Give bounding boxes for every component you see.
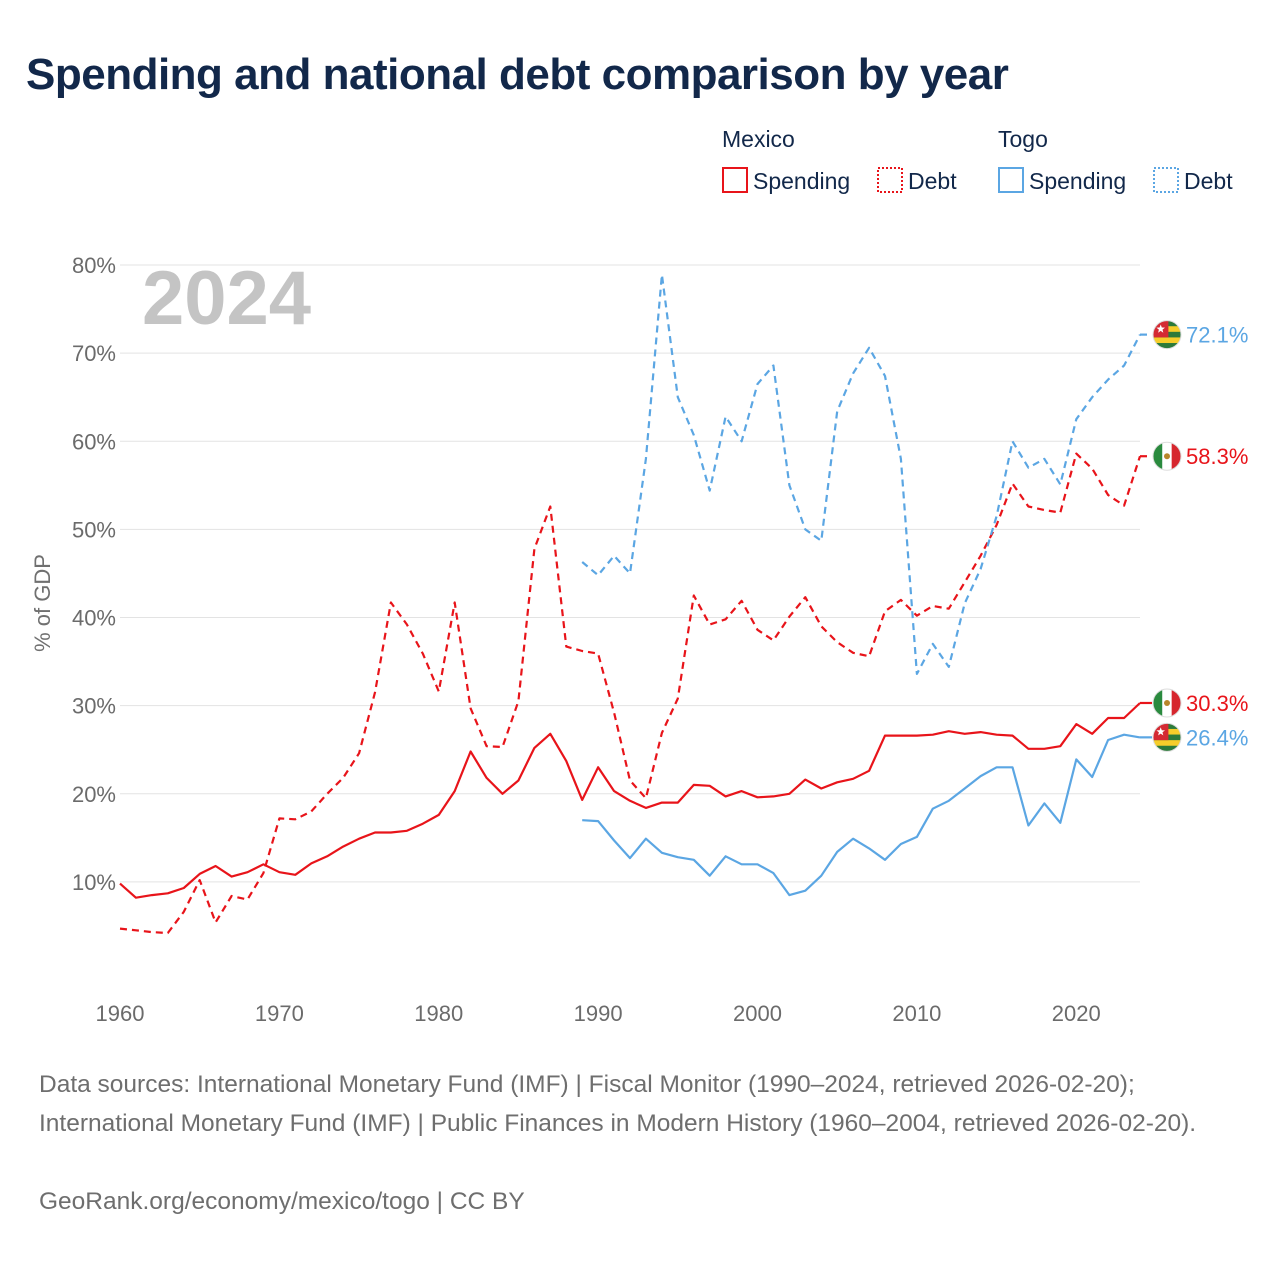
axes: 10% 20% 30% 40% 50% 60% 70% 80% 1960 1970 1980 1990… [72, 253, 1101, 1026]
x-tick-label: 1990 [574, 1001, 623, 1026]
year-watermark: 2024 [142, 256, 311, 341]
x-tick-label: 1980 [414, 1001, 463, 1026]
end-value-label: 58.3% [1186, 444, 1248, 469]
legend-swatch-spending[interactable] [722, 167, 748, 193]
y-tick-label: 40% [72, 606, 116, 631]
togo-debt-line [581, 273, 1141, 676]
togo-flag-icon [1152, 722, 1182, 752]
mexico-spending-line [119, 702, 1141, 899]
y-tick-label: 30% [72, 694, 116, 719]
y-tick-label: 60% [72, 429, 116, 454]
legend-label-spending[interactable]: Spending [753, 168, 850, 194]
legend: Mexico Spending Debt Togo Spending Debt [722, 126, 1233, 194]
legend-swatch-debt[interactable] [1153, 167, 1179, 193]
y-tick-label: 10% [72, 870, 116, 895]
legend-label-debt[interactable]: Debt [1184, 168, 1233, 194]
end-labels: 72.1% 58.3% 30.3% 26.4% [1140, 320, 1248, 752]
legend-label-spending[interactable]: Spending [1029, 168, 1126, 194]
credit-link[interactable]: GeoRank.org/economy/mexico/togo | CC BY [39, 1188, 525, 1215]
mexico-flag-icon [1152, 441, 1182, 471]
x-tick-label: 2010 [892, 1001, 941, 1026]
mexico-debt-line [119, 452, 1142, 935]
data-sources-note: Data sources: International Monetary Fun… [39, 1071, 1197, 1137]
series-lines [119, 273, 1142, 935]
x-tick-label: 2000 [733, 1001, 782, 1026]
togo-spending-line [582, 733, 1141, 897]
legend-swatch-debt[interactable] [877, 167, 903, 193]
chart: 10% 20% 30% 40% 50% 60% 70% 80% 1960 1970 1980 1990… [30, 126, 1248, 1026]
chart-title: Spending and national debt comparison by… [26, 50, 1009, 99]
x-tick-label: 1970 [255, 1001, 304, 1026]
x-tick-label: 1960 [96, 1001, 145, 1026]
togo-flag-icon [1152, 320, 1182, 350]
legend-swatch-spending[interactable] [998, 167, 1024, 193]
y-tick-label: 70% [72, 341, 116, 366]
x-tick-label: 2020 [1052, 1001, 1101, 1026]
y-tick-label: 50% [72, 517, 116, 542]
end-value-label: 26.4% [1186, 725, 1248, 750]
end-value-label: 30.3% [1186, 691, 1248, 716]
gridlines [120, 264, 1140, 883]
legend-country-togo: Togo [998, 126, 1048, 152]
mexico-flag-icon [1152, 688, 1182, 718]
legend-label-debt[interactable]: Debt [908, 168, 957, 194]
y-tick-label: 20% [72, 782, 116, 807]
y-tick-label: 80% [72, 253, 116, 278]
end-value-label: 72.1% [1186, 323, 1248, 348]
legend-country-mexico: Mexico [722, 126, 795, 152]
y-axis-title: % of GDP [30, 554, 55, 652]
